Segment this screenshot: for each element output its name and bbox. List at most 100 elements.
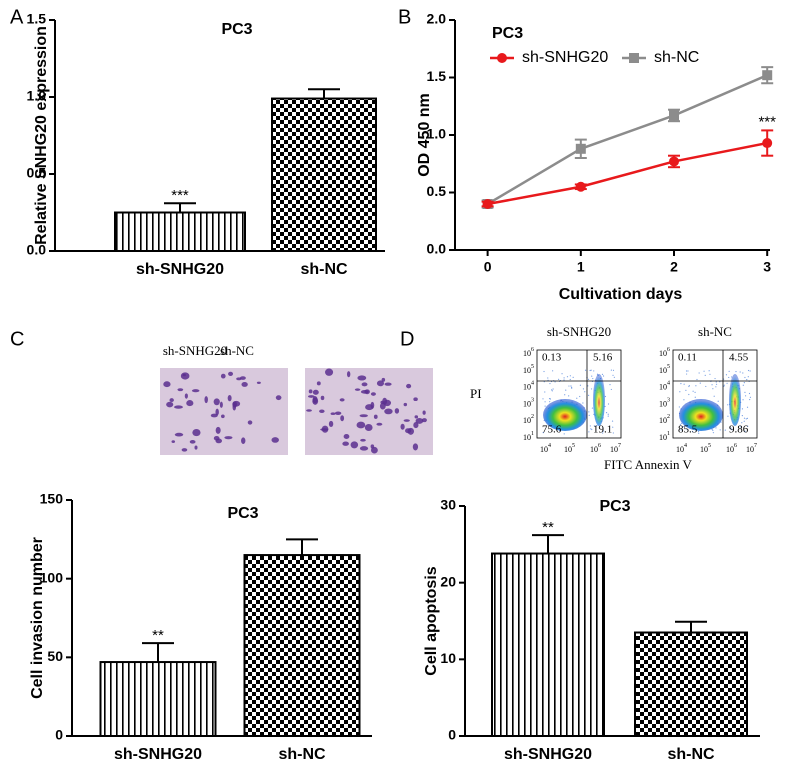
cell-blob (371, 446, 378, 454)
flow-x-tick-label: 105 (564, 443, 575, 453)
event-dot (547, 377, 549, 379)
x-tick-label: sh-SNHG20 (504, 746, 592, 763)
x-tick-label: 0 (484, 259, 492, 275)
cell-blob (359, 414, 368, 418)
event-dot (551, 390, 553, 392)
tick-exponent: 6 (667, 347, 670, 353)
legend-label: sh-NC (654, 49, 699, 66)
event-dot (704, 374, 706, 377)
density-cloud (679, 399, 723, 431)
panel-label: D (400, 328, 414, 350)
event-dot (568, 395, 570, 397)
cell-blob (370, 444, 375, 449)
event-dot (612, 432, 614, 434)
cell-blob (407, 427, 415, 435)
cell-blob (350, 441, 359, 449)
cell-blob (316, 381, 321, 386)
event-dot (591, 428, 593, 431)
y-tick-label: 10 (440, 650, 456, 666)
cell-blob (406, 383, 412, 389)
event-dot (688, 384, 690, 387)
event-dot (694, 391, 696, 394)
event-dot (699, 382, 701, 384)
event-dot (685, 389, 687, 391)
tick-base: 10 (659, 399, 667, 408)
event-dot (542, 398, 544, 400)
y-tick-label: 100 (40, 569, 64, 585)
tick-base: 10 (523, 433, 531, 442)
event-dot (680, 429, 682, 431)
event-dot (742, 399, 744, 401)
event-dot (602, 375, 605, 377)
event-dot (584, 391, 586, 393)
event-dot (731, 429, 733, 431)
y-tick-label: 1.5 (27, 11, 47, 27)
image-label: sh-SNHG20 (163, 343, 227, 358)
event-dot (723, 384, 725, 386)
event-dot (612, 426, 614, 428)
cell-blob (413, 397, 418, 402)
event-dot (558, 378, 560, 380)
y-tick-label: 20 (440, 573, 456, 589)
x-tick-label: sh-NC (278, 746, 326, 763)
x-tick-label: sh-SNHG20 (136, 261, 224, 278)
event-dot (719, 429, 721, 431)
event-dot (745, 418, 747, 420)
marker (482, 199, 493, 209)
marker (575, 181, 586, 192)
flow-y-tick-label: 106 (659, 347, 670, 357)
cell-blob (421, 418, 427, 423)
cell-blob (365, 404, 374, 411)
microscopy-image (160, 368, 288, 455)
cell-blob (256, 381, 261, 384)
event-dot (747, 425, 749, 427)
bar (491, 552, 605, 737)
cell-blob (413, 422, 419, 429)
flow-y-tick-label: 104 (659, 381, 670, 391)
x-tick-label: sh-NC (667, 746, 715, 763)
event-dot (715, 381, 717, 383)
x-tick-label: 2 (670, 259, 678, 275)
event-dot (588, 414, 590, 416)
event-dot (695, 385, 697, 387)
y-axis-label: OD 450 nm (416, 93, 433, 177)
event-dot (566, 376, 569, 378)
quadrant-value: 4.55 (729, 352, 749, 364)
tick-base: 10 (659, 382, 667, 391)
cell-blob (312, 389, 319, 395)
flow-y-label: PI (470, 386, 482, 401)
event-dot (588, 411, 590, 413)
cell-blob (174, 432, 184, 437)
cell-blob (319, 409, 325, 413)
tick-base: 10 (564, 445, 572, 454)
flow-x-tick-label: 104 (540, 443, 551, 453)
event-dot (683, 399, 685, 401)
event-dot (563, 379, 565, 381)
event-dot (610, 369, 612, 371)
cell-blob (171, 440, 176, 443)
cell-blob (381, 377, 386, 382)
cell-blob (247, 420, 253, 425)
event-dot (749, 396, 751, 398)
cell-blob (241, 437, 246, 444)
cell-blob (227, 394, 232, 402)
marker (762, 138, 773, 149)
cell-blob (325, 368, 334, 376)
legend-label: sh-SNHG20 (522, 49, 608, 66)
event-dot (543, 370, 545, 373)
event-dot (694, 396, 696, 398)
cell-blob (376, 380, 385, 387)
cell-blob (271, 437, 279, 443)
event-dot (605, 412, 608, 414)
tick-exponent: 4 (531, 381, 534, 387)
tick-base: 10 (746, 445, 754, 454)
series-line (487, 141, 768, 206)
event-dot (610, 388, 612, 391)
event-dot (582, 388, 585, 390)
tick-base: 10 (610, 445, 618, 454)
cell-blob (189, 440, 196, 444)
event-dot (705, 385, 707, 388)
event-dot (576, 397, 578, 399)
x-tick-label: sh-SNHG20 (114, 746, 202, 763)
flow-y-tick-label: 105 (523, 364, 534, 374)
